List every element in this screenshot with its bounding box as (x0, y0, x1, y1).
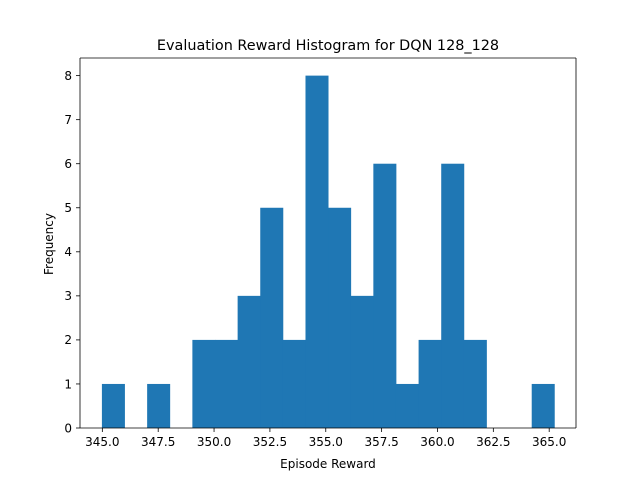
histogram-bar (395, 383, 419, 428)
x-tick-label: 350.0 (197, 435, 231, 449)
histogram-bar (192, 339, 216, 428)
histogram-bar (441, 163, 465, 428)
y-axis-label: Frequency (42, 213, 56, 275)
y-tick-label: 5 (64, 201, 72, 215)
histogram-bar (350, 295, 374, 428)
x-tick-label: 362.5 (476, 435, 510, 449)
y-tick-label: 4 (64, 245, 72, 259)
x-tick-label: 365.0 (532, 435, 566, 449)
histogram-bar (305, 75, 329, 429)
histogram-bar (328, 207, 352, 428)
histogram-bar (260, 207, 284, 428)
histogram-bar (237, 295, 261, 428)
histogram-bar (531, 383, 555, 428)
histogram-bar (101, 383, 125, 428)
x-tick-label: 360.0 (420, 435, 454, 449)
y-tick-label: 6 (64, 157, 72, 171)
x-axis-label: Episode Reward (280, 457, 376, 471)
y-tick-label: 8 (64, 69, 72, 83)
bars-layer (101, 75, 555, 429)
x-tick-label: 347.5 (141, 435, 175, 449)
histogram-bar (147, 383, 171, 428)
histogram-bar (418, 339, 442, 428)
x-tick-label: 355.0 (309, 435, 343, 449)
x-ticks: 345.0 347.5 350.0 352.5 355.0 357.5 360.0 362.5… (85, 428, 566, 449)
x-tick-label: 345.0 (85, 435, 119, 449)
histogram-bar (463, 339, 487, 428)
y-tick-label: 0 (64, 421, 72, 435)
x-tick-label: 352.5 (253, 435, 287, 449)
histogram-bar (282, 339, 306, 428)
y-tick-label: 2 (64, 333, 72, 347)
chart-title: Evaluation Reward Histogram for DQN 128_… (157, 38, 499, 54)
histogram-bar (215, 339, 239, 428)
histogram-bar (373, 163, 397, 428)
y-tick-label: 3 (64, 289, 72, 303)
x-tick-label: 357.5 (364, 435, 398, 449)
y-tick-label: 1 (64, 377, 72, 391)
y-ticks: 0 1 2 3 4 5 6 7 8 (64, 69, 80, 435)
y-tick-label: 7 (64, 113, 72, 127)
